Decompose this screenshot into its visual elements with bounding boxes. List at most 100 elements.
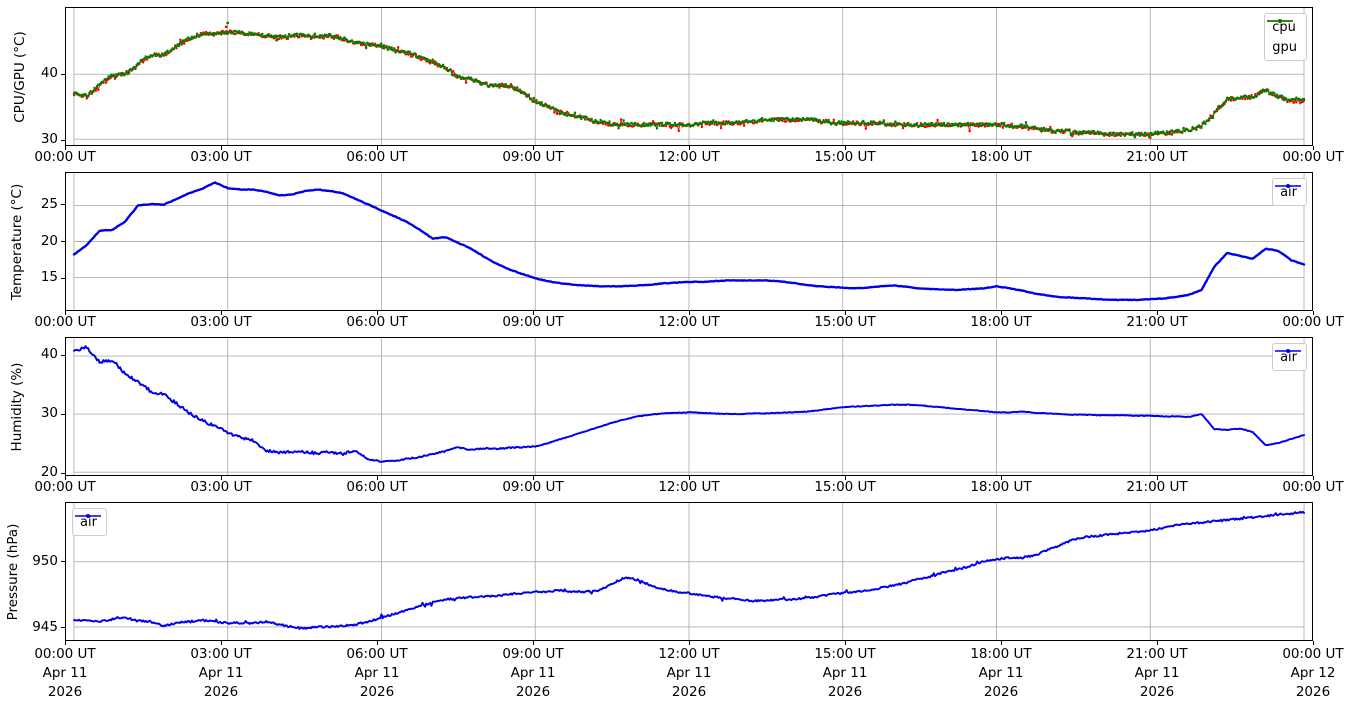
humidity-plot <box>72 338 1306 475</box>
x-date-year: 2026 <box>1139 684 1175 700</box>
x-date-time: 21:00 UT <box>1126 646 1188 662</box>
x-date-time: 00:00 UT <box>1282 646 1344 662</box>
air-line <box>72 510 1306 630</box>
x-tick-mark <box>376 146 378 150</box>
x-tick-label: 21:00 UT <box>1126 479 1188 495</box>
x-tick-mark <box>1000 146 1002 150</box>
air-line <box>72 181 1306 302</box>
panel-pressure: air <box>65 502 1313 641</box>
gpu-markers <box>72 29 1306 139</box>
x-tick-mark <box>844 146 846 150</box>
x-date-label: 00:00 UT Apr 12 2026 <box>1282 645 1343 702</box>
x-tick-label: 12:00 UT <box>658 479 720 495</box>
x-date-day: Apr 11 <box>42 665 88 681</box>
x-date-year: 2026 <box>203 684 239 700</box>
y-tick-label: 945 <box>32 618 58 635</box>
x-tick-label: 15:00 UT <box>814 314 876 330</box>
gridlines <box>73 503 1305 640</box>
x-date-time: 03:00 UT <box>190 646 252 662</box>
x-tick-mark <box>376 641 378 645</box>
legend-label-gpu: gpu <box>1272 39 1297 55</box>
legend-label-air: air <box>80 514 97 530</box>
x-tick-mark <box>1000 641 1002 645</box>
x-tick-label: 03:00 UT <box>190 479 252 495</box>
panel-cpu-gpu: cpu gpu <box>65 7 1313 146</box>
x-tick-mark <box>1312 311 1314 315</box>
legend-item-air: air <box>1275 347 1302 367</box>
x-tick-label: 06:00 UT <box>346 149 408 165</box>
legend-line-sample-gpu <box>1267 19 1294 23</box>
temperature-plot <box>72 173 1306 310</box>
x-tick-mark <box>532 146 534 150</box>
x-tick-mark <box>688 641 690 645</box>
y-tick-label: 30 <box>40 131 58 148</box>
x-date-label: 00:00 UT Apr 11 2026 <box>34 645 95 702</box>
x-tick-mark <box>688 146 690 150</box>
x-tick-label: 21:00 UT <box>1126 314 1188 330</box>
cpu-outlier-point <box>224 25 228 29</box>
legend-item-gpu: gpu <box>1267 19 1297 57</box>
x-tick-label: 18:00 UT <box>970 149 1032 165</box>
gpu-outlier-point <box>226 21 230 25</box>
y-tick-label: 25 <box>40 196 58 213</box>
x-date-year: 2026 <box>827 684 863 700</box>
x-tick-mark <box>688 311 690 315</box>
x-tick-mark <box>220 311 222 315</box>
x-date-time: 12:00 UT <box>658 646 720 662</box>
y-tick-mark <box>61 413 65 415</box>
x-date-year: 2026 <box>983 684 1019 700</box>
x-tick-label: 21:00 UT <box>1126 149 1188 165</box>
x-date-year: 2026 <box>1295 684 1331 700</box>
legend-item-air: air <box>75 512 101 532</box>
legend-line-sample-air <box>1275 349 1302 353</box>
x-date-day: Apr 11 <box>822 665 868 681</box>
y-tick-label: 950 <box>32 552 58 569</box>
x-tick-mark <box>532 476 534 480</box>
x-date-time: 18:00 UT <box>970 646 1032 662</box>
air-line <box>72 345 1306 463</box>
x-tick-label: 00:00 UT <box>1282 149 1344 165</box>
x-tick-mark <box>844 641 846 645</box>
y-tick-mark <box>61 204 65 206</box>
x-date-label: 12:00 UT Apr 11 2026 <box>658 645 719 702</box>
y-tick-mark <box>61 561 65 563</box>
x-tick-label: 00:00 UT <box>1282 314 1344 330</box>
x-tick-label: 06:00 UT <box>346 479 408 495</box>
x-date-label: 15:00 UT Apr 11 2026 <box>814 645 875 702</box>
gridlines <box>73 338 1305 475</box>
y-tick-label: 15 <box>40 269 58 286</box>
x-date-label: 06:00 UT Apr 11 2026 <box>346 645 407 702</box>
x-tick-label: 12:00 UT <box>658 314 720 330</box>
ylabel-pressure: Pressure (hPa) <box>5 523 21 620</box>
cpu-gpu-plot <box>72 8 1306 145</box>
x-date-time: 06:00 UT <box>346 646 408 662</box>
x-date-day: Apr 11 <box>666 665 712 681</box>
y-tick-mark <box>61 472 65 474</box>
legend-label-air: air <box>1280 184 1297 200</box>
x-tick-mark <box>64 476 66 480</box>
x-date-year: 2026 <box>47 684 83 700</box>
x-tick-label: 18:00 UT <box>970 479 1032 495</box>
x-date-label: 21:00 UT Apr 11 2026 <box>1126 645 1187 702</box>
x-tick-label: 06:00 UT <box>346 314 408 330</box>
legend-pressure: air <box>72 508 107 536</box>
x-date-label: 09:00 UT Apr 11 2026 <box>502 645 563 702</box>
y-tick-label: 40 <box>40 65 58 82</box>
x-tick-label: 15:00 UT <box>814 479 876 495</box>
x-tick-mark <box>1156 146 1158 150</box>
y-tick-mark <box>61 627 65 629</box>
panel-humidity: air <box>65 337 1313 476</box>
x-date-label: 18:00 UT Apr 11 2026 <box>970 645 1031 702</box>
x-tick-mark <box>1000 311 1002 315</box>
x-date-label: 03:00 UT Apr 11 2026 <box>190 645 251 702</box>
y-tick-mark <box>61 139 65 141</box>
x-tick-label: 00:00 UT <box>1282 479 1344 495</box>
gridlines <box>73 8 1305 145</box>
x-tick-mark <box>532 641 534 645</box>
x-date-day: Apr 11 <box>198 665 244 681</box>
x-tick-mark <box>64 641 66 645</box>
x-tick-mark <box>1312 146 1314 150</box>
x-tick-label: 00:00 UT <box>34 314 96 330</box>
x-date-day: Apr 11 <box>978 665 1024 681</box>
